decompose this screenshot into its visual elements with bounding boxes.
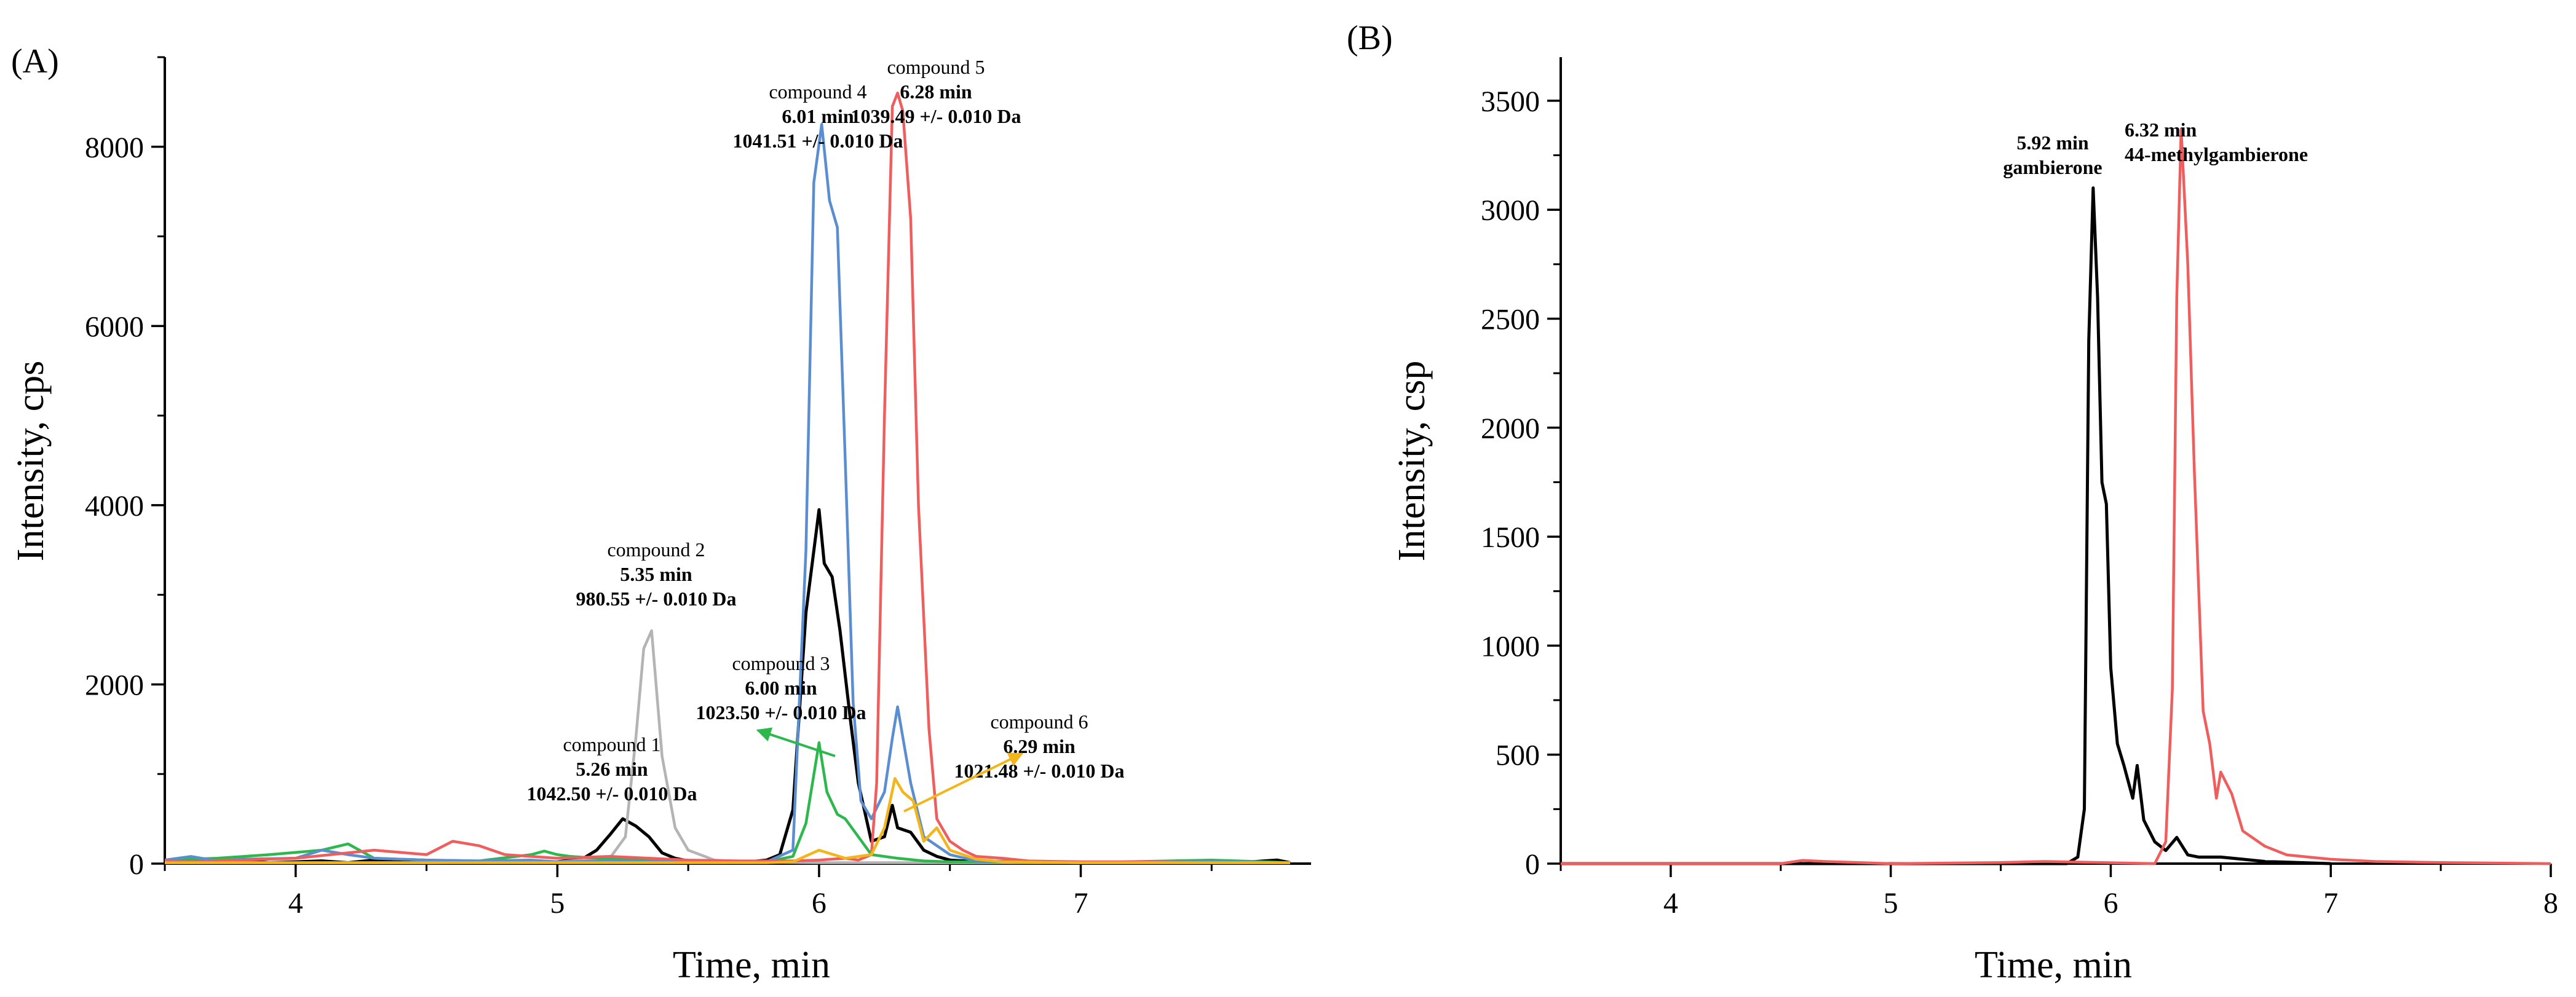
annotation-line: 1021.48 +/- 0.010 Da <box>954 760 1125 782</box>
x-axis-title: Time, min <box>1975 944 2132 986</box>
annotation-line: 980.55 +/- 0.010 Da <box>576 588 737 610</box>
x-tick-label: 6 <box>2103 887 2118 920</box>
y-axis-title: Intensity, cps <box>10 361 52 562</box>
panel-b: (B) 4 5 6 7 8 0 500 1000 1500 2000 2500 3000 3500 Time… <box>1347 19 2558 986</box>
y-tick-label: 8000 <box>85 132 144 164</box>
annotation-line: 1041.51 +/- 0.010 Da <box>733 130 903 152</box>
x-tick-label: 7 <box>2323 887 2338 920</box>
annotation-line: 44-methylgambierone <box>2125 143 2308 165</box>
series-line-compound-6 <box>165 777 1290 864</box>
annotation-line: gambierone <box>2003 156 2102 178</box>
annotation-line: 6.01 min <box>782 105 854 127</box>
annotation-line: compound 2 <box>607 538 705 561</box>
annotation-line: compound 4 <box>769 81 866 103</box>
annotation-arrow <box>903 752 1024 813</box>
x-axis-title: Time, min <box>673 944 830 986</box>
y-tick-label: 4000 <box>85 490 144 522</box>
series-line-compound-5 <box>164 92 1290 864</box>
annotation-line: compound 5 <box>887 56 985 78</box>
annotation-line: 5.26 min <box>576 758 648 780</box>
y-tick-label: 6000 <box>85 310 144 343</box>
y-tick-label: 3500 <box>1481 85 1540 118</box>
series-line-compound-2 <box>165 629 1290 864</box>
series-line-compound-1 <box>164 508 1291 864</box>
x-tick-label: 8 <box>2543 887 2558 920</box>
panel-label: (A) <box>11 42 59 81</box>
y-tick-label: 2000 <box>1481 412 1540 445</box>
y-tick-label: 0 <box>1525 848 1540 881</box>
annotation-line: 6.32 min <box>2125 119 2197 141</box>
annotation-line: compound 6 <box>990 711 1088 733</box>
x-tick-label: 4 <box>288 887 303 920</box>
y-axis-title: Intensity, csp <box>1391 361 1433 562</box>
annotation-line: compound 3 <box>732 652 830 674</box>
x-tick-label: 4 <box>1663 887 1678 920</box>
annotation-line: 1042.50 +/- 0.010 Da <box>527 782 697 805</box>
annotation-line: 5.92 min <box>2016 132 2089 154</box>
y-tick-label: 500 <box>1496 739 1540 772</box>
series-line-compound-3 <box>164 741 1291 864</box>
y-tick-label: 2500 <box>1481 304 1540 336</box>
y-tick-label: 1000 <box>1481 630 1540 663</box>
annotation-line: 6.00 min <box>745 677 817 699</box>
annotation-line: 6.28 min <box>900 81 972 103</box>
annotation-line: 1039.49 +/- 0.010 Da <box>851 105 1021 127</box>
x-tick-label: 6 <box>812 887 826 920</box>
annotation-line: 1023.50 +/- 0.010 Da <box>696 701 866 723</box>
annotation-line: compound 1 <box>563 733 660 755</box>
panel-a: (A) 4 5 6 7 0 2000 4000 6000 8000 Time, min Intensi… <box>10 42 1311 986</box>
annotation-line: 6.29 min <box>1003 735 1076 757</box>
y-tick-label: 1500 <box>1481 521 1540 554</box>
y-tick-label: 3000 <box>1481 194 1540 227</box>
series-line-compound-4 <box>164 123 1291 864</box>
annotation-line: 5.35 min <box>620 563 692 585</box>
x-tick-label: 5 <box>550 887 565 920</box>
annotation-arrow <box>756 727 836 757</box>
x-tick-label: 7 <box>1073 887 1088 920</box>
y-tick-label: 2000 <box>85 669 144 701</box>
series-line-44-methylgambierone <box>1561 127 2551 865</box>
x-tick-label: 5 <box>1884 887 1898 920</box>
y-tick-label: 0 <box>129 848 144 881</box>
series-line-gambierone <box>1561 186 2331 865</box>
panel-label: (B) <box>1347 19 1393 57</box>
